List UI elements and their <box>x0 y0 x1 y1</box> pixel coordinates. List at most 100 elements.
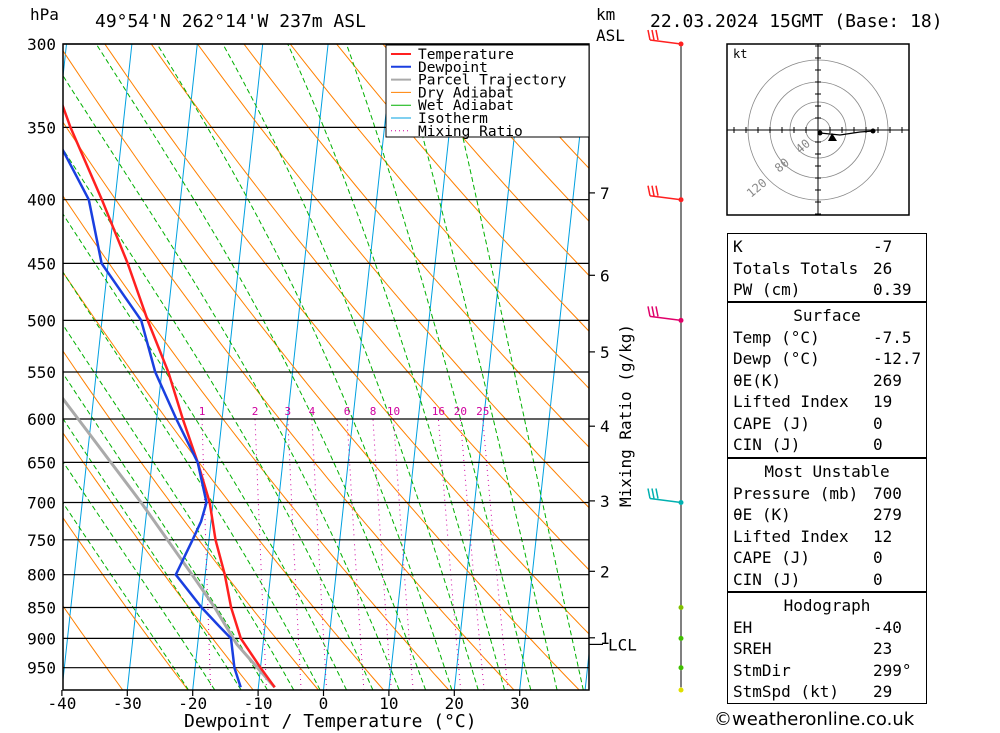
row-label: Totals Totals <box>733 258 859 278</box>
x-tick-label: -30 <box>113 694 142 713</box>
row-label: Temp (°C) <box>733 327 820 347</box>
pressure-tick-label: 850 <box>27 599 56 618</box>
row-value: 23 <box>873 639 893 658</box>
isotherm-line <box>519 45 589 690</box>
mixing-ratio-label: 2 <box>252 405 259 418</box>
table-row: Lifted Index 12 <box>728 526 926 548</box>
datetime-title: 22.03.2024 15GMT (Base: 18) <box>650 11 943 32</box>
axes: 3003504004505005506006507007508008509009… <box>27 35 637 713</box>
wind-level-dot <box>678 665 684 671</box>
legend-label: Parcel Trajectory <box>418 73 567 89</box>
isotherm-line <box>323 44 394 690</box>
row-value: 269 <box>873 370 902 390</box>
km-tick-label: 2 <box>600 562 610 581</box>
wet-adiabat-line <box>63 323 295 690</box>
wet-adiabat-line <box>156 44 453 690</box>
row-label: CIN (J) <box>733 569 801 589</box>
row-value: -7.5 <box>873 327 912 347</box>
table-row: PW (cm) 0.39 <box>728 279 926 301</box>
plot-frame <box>62 43 590 691</box>
table-row: Temp (°C) -7.5 <box>728 327 926 349</box>
table-row: θE (K) 279 <box>728 504 926 526</box>
km-tick-label: 6 <box>600 266 610 285</box>
row-value: 700 <box>873 483 902 503</box>
dry-adiabat-line <box>63 516 189 690</box>
dry-adiabat-line <box>104 44 589 635</box>
surface-title: Surface <box>793 306 861 325</box>
surface-table: Surface Temp (°C) -7.5 Dewp (°C) -12.7 θE(K)… <box>727 302 927 458</box>
row-label: StmSpd (kt) <box>733 682 839 701</box>
wet-adiabat-line <box>63 148 374 690</box>
mixing-ratio-line <box>482 418 509 690</box>
hodograph-point <box>870 128 876 134</box>
wind-barb-flag <box>651 488 655 499</box>
row-value: 0 <box>873 548 883 567</box>
km-tick-label: 3 <box>600 492 610 511</box>
table-row: StmSpd (kt) 29 <box>728 681 926 703</box>
table-row: SREH 23 <box>728 638 926 660</box>
row-value: 0 <box>873 413 883 433</box>
x-tick-label: 10 <box>379 694 398 713</box>
wind-level-dot <box>678 605 684 610</box>
row-label: StmDir <box>733 660 791 680</box>
wind-barb-flag <box>651 185 655 196</box>
hodograph-table: Hodograph EH -40 SREH 23 StmDir 299° StmSpd (k… <box>727 592 927 704</box>
row-label: θE (K) <box>733 505 791 524</box>
mixing-ratio-line <box>201 418 212 690</box>
km-tick-label: 7 <box>600 184 610 203</box>
wet-adiabat-line <box>63 502 189 690</box>
wind-barb-flag <box>647 488 651 499</box>
wet-adiabat-line <box>63 74 400 690</box>
lcl-label: LCL <box>608 635 637 654</box>
table-row: CAPE (J) 0 <box>728 547 926 569</box>
wind-barb-flag <box>651 306 655 317</box>
pressure-tick-label: 650 <box>27 453 56 472</box>
footer-credit[interactable]: ©weatheronline.co.uk <box>714 709 915 730</box>
table-row: EH -40 <box>728 617 926 639</box>
row-label: θE(K) <box>733 370 782 390</box>
mixing-ratio-label: 16 <box>432 405 445 418</box>
pressure-tick-label: 800 <box>27 566 56 585</box>
table-row: Dewp (°C) -12.7 <box>728 348 926 370</box>
hodograph-point <box>817 130 823 136</box>
table-row: StmDir 299° <box>728 660 926 682</box>
isotherm-line <box>0 44 1 690</box>
isotherm-line <box>388 44 460 690</box>
hpa-label: hPa <box>30 5 59 24</box>
dry-adiabat-line <box>63 350 319 690</box>
wind-barb-flag <box>647 185 651 196</box>
profiles <box>63 103 276 689</box>
wet-adiabat-line <box>222 44 479 690</box>
wind-barb-flag <box>647 29 651 41</box>
dry-adiabat-line <box>63 432 254 690</box>
wind-barb-column <box>647 29 684 693</box>
pressure-tick-label: 950 <box>27 659 56 678</box>
x-tick-label: 20 <box>445 694 464 713</box>
legend-label: Dewpoint <box>418 60 488 76</box>
row-value: 279 <box>873 505 902 524</box>
row-value: 29 <box>873 682 893 701</box>
dry-adiabat-line <box>336 44 589 332</box>
hodograph-unit: kt <box>733 47 747 61</box>
mixing-ratio-label: 8 <box>370 405 377 418</box>
mixing-ratio-line <box>311 418 328 690</box>
row-value: 12 <box>873 526 893 546</box>
km-tick-label: 4 <box>600 417 610 436</box>
row-label: PW (cm) <box>733 280 801 299</box>
pressure-tick-label: 600 <box>27 410 56 429</box>
dry-adiabat-line <box>63 605 124 690</box>
hodograph-table-title: Hodograph <box>783 596 871 615</box>
row-value: 0 <box>873 435 883 454</box>
mixing-ratio-label: 4 <box>309 405 316 418</box>
row-label: Pressure (mb) <box>733 483 859 503</box>
wind-barb-flag <box>655 488 659 499</box>
dry-adiabat-line <box>63 195 450 690</box>
legend-label: Isotherm <box>418 111 488 127</box>
most-unstable-table: Most Unstable Pressure (mb) 700 θE (K) 279 L… <box>727 458 927 592</box>
wet-adiabat-line <box>345 44 532 690</box>
row-value: 299° <box>873 660 912 680</box>
wind-barb-flag <box>655 185 659 196</box>
x-tick-label: 30 <box>510 694 529 713</box>
row-value: -40 <box>873 617 902 637</box>
wind-barb-shaft <box>649 39 682 45</box>
